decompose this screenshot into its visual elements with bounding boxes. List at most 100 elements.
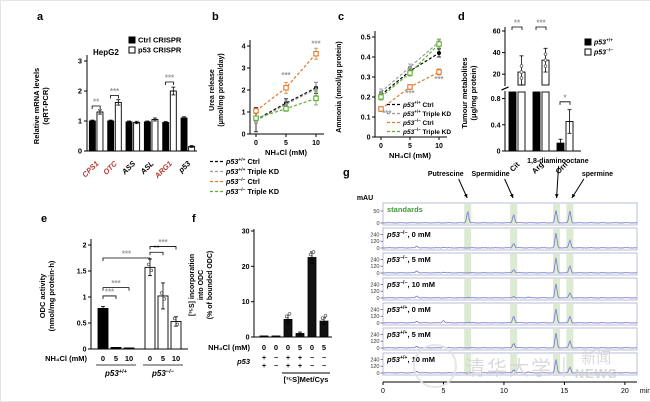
panel-e-chart: 0 0.5 1 1.5 2 ODC activity (nmol/mg protein·h)… [38, 238, 188, 378]
svg-text:0: 0 [83, 347, 87, 354]
svg-text:OTC: OTC [101, 159, 119, 177]
svg-text:0: 0 [367, 135, 371, 142]
svg-text:−: − [274, 363, 278, 370]
svg-text:p53: p53 [176, 158, 193, 175]
svg-text:***: *** [405, 89, 415, 98]
svg-text:120: 120 [370, 239, 379, 245]
svg-text:0: 0 [310, 343, 314, 352]
svg-text:**: ** [514, 19, 521, 28]
svg-text:[³⁵S] incorporation: [³⁵S] incorporation [189, 254, 196, 316]
svg-text:+: + [262, 363, 266, 370]
chromatogram-trace [382, 308, 638, 324]
svg-text:min: min [640, 388, 650, 395]
svg-text:10: 10 [312, 140, 320, 147]
svg-text:10: 10 [500, 388, 508, 395]
chromatogram-trace [382, 257, 638, 274]
svg-text:p53−/−, 0 mM: p53−/−, 0 mM [386, 230, 431, 239]
svg-text:10: 10 [435, 143, 443, 150]
panel-d-chart: 20 40 60 0 0.4 0.8 Tumour metabolites (μg/mg pr… [460, 19, 613, 176]
svg-text:5: 5 [442, 388, 446, 395]
svg-text:3: 3 [78, 57, 82, 66]
data-point [437, 51, 441, 55]
svg-text:NH₄Cl (mM): NH₄Cl (mM) [265, 148, 307, 157]
svg-text:5: 5 [408, 143, 412, 150]
data-point [313, 86, 319, 91]
svg-text:p53−/−, 5 mM: p53−/−, 5 mM [386, 255, 431, 264]
data-point [283, 105, 289, 112]
svg-text:0: 0 [376, 271, 379, 277]
svg-text:Spermidine: Spermidine [472, 171, 510, 178]
svg-text:0.4: 0.4 [491, 122, 501, 129]
svg-text:240: 240 [370, 332, 379, 338]
chromatogram-trace [382, 333, 638, 349]
series-line [380, 41, 440, 93]
svg-text:1: 1 [242, 110, 246, 117]
svg-text:15: 15 [561, 388, 569, 395]
legend-swatch [584, 38, 592, 46]
svg-text:into ODC: into ODC [198, 270, 205, 300]
svg-text:0.1: 0.1 [361, 115, 371, 122]
svg-text:+: + [286, 355, 290, 362]
svg-text:HepG2: HepG2 [93, 48, 119, 57]
svg-text:40: 40 [493, 50, 501, 57]
panel-f-chart: 0 10 20 30 [³⁵S] incorporation into ODC (% of … [189, 229, 332, 384]
svg-text:p53+/+: p53+/+ [104, 369, 128, 378]
svg-text:Putrescine: Putrescine [428, 171, 464, 178]
svg-text:+: + [286, 363, 290, 370]
svg-text:10: 10 [242, 299, 250, 306]
svg-text:p53−/−: p53−/− [593, 48, 613, 57]
bar [307, 257, 317, 338]
svg-text:p53+/+ Triple KD: p53+/+ Triple KD [402, 109, 451, 118]
svg-text:120: 120 [370, 364, 379, 370]
svg-text:(qRT-PCR): (qRT-PCR) [41, 87, 50, 125]
svg-text:***: *** [165, 74, 175, 83]
svg-text:p53−/− Triple KD: p53−/− Triple KD [402, 127, 451, 136]
svg-text:240: 240 [370, 257, 379, 263]
svg-text:0: 0 [262, 343, 266, 352]
bar [162, 122, 170, 152]
bar [532, 91, 541, 152]
svg-text:0: 0 [376, 221, 379, 227]
svg-text:5: 5 [322, 343, 326, 352]
svg-text:120: 120 [370, 289, 379, 295]
svg-text:120: 120 [370, 314, 379, 320]
svg-text:1.5: 1.5 [77, 269, 87, 276]
svg-text:240: 240 [370, 307, 379, 313]
svg-text:***: *** [281, 71, 291, 80]
svg-text:2: 2 [242, 88, 246, 95]
svg-text:p53+/+ Triple KD: p53+/+ Triple KD [225, 167, 279, 176]
svg-text:5: 5 [161, 354, 165, 363]
svg-text:p53+/+: p53+/+ [593, 38, 613, 47]
bar [517, 91, 526, 152]
svg-text:+: + [298, 355, 302, 362]
svg-text:p53−/− Ctrl: p53−/− Ctrl [225, 177, 260, 186]
svg-text:+: + [262, 355, 266, 362]
svg-text:5: 5 [284, 140, 288, 147]
svg-text:0: 0 [376, 371, 379, 377]
svg-text:spermine: spermine [582, 171, 613, 178]
data-point [378, 89, 384, 94]
svg-text:10: 10 [172, 354, 180, 363]
svg-text:0: 0 [246, 335, 250, 342]
bar [151, 119, 159, 152]
svg-text:0: 0 [242, 132, 246, 139]
data-point [407, 84, 413, 90]
svg-text:Relative mRNA levels: Relative mRNA levels [32, 68, 41, 144]
svg-text:1,8-diaminooctane: 1,8-diaminooctane [527, 158, 589, 165]
data-point [313, 95, 319, 102]
svg-text:***: *** [158, 238, 168, 247]
svg-text:ODC activity: ODC activity [38, 273, 47, 318]
svg-text:0: 0 [78, 147, 82, 156]
svg-text:(μg/mg protein): (μg/mg protein) [469, 65, 478, 121]
svg-text:0: 0 [101, 354, 105, 363]
svg-text:p53−/− Triple KD: p53−/− Triple KD [225, 187, 279, 196]
data-point [283, 101, 289, 107]
svg-text:p53+/+, 10 mM: p53+/+, 10 mM [386, 355, 435, 364]
legend-swatch [128, 46, 136, 54]
svg-text:Ammonia (nmol/μg protein): Ammonia (nmol/μg protein) [336, 41, 343, 132]
svg-text:ASS: ASS [119, 159, 137, 177]
